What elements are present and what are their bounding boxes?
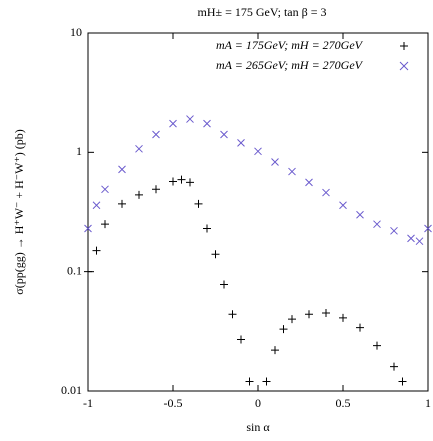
point xyxy=(279,325,288,334)
point xyxy=(398,377,407,386)
x-tick-label: 0.5 xyxy=(336,396,351,410)
x-axis-label: sin α xyxy=(246,420,270,434)
point xyxy=(373,220,381,229)
legend-marker xyxy=(399,61,409,71)
point xyxy=(118,165,126,174)
point xyxy=(339,313,347,322)
point xyxy=(390,226,398,235)
point xyxy=(92,201,101,210)
point xyxy=(424,224,432,233)
point xyxy=(186,115,194,123)
point xyxy=(84,224,92,233)
point xyxy=(135,190,143,199)
point xyxy=(356,323,364,332)
point xyxy=(228,310,237,319)
point xyxy=(220,280,228,289)
y-tick-label: 1 xyxy=(76,144,82,158)
point xyxy=(169,119,177,128)
point xyxy=(237,139,245,147)
legend-label: mA = 175GeV; mH = 270GeV xyxy=(216,38,364,52)
point xyxy=(152,130,160,139)
point xyxy=(356,210,364,219)
legend-marker xyxy=(400,42,408,50)
y-axis-label: σ(pp(gg) → H⁺W⁻ + H⁻W⁺) (pb) xyxy=(12,129,26,295)
point xyxy=(203,119,211,128)
point xyxy=(254,147,262,156)
point xyxy=(339,201,347,210)
point xyxy=(211,250,220,259)
y-tick-label: 10 xyxy=(70,25,82,39)
point xyxy=(92,246,101,255)
point xyxy=(135,144,143,153)
point xyxy=(288,315,296,324)
point xyxy=(288,167,296,176)
point xyxy=(305,178,313,187)
point xyxy=(262,377,271,386)
x-tick-label: -1 xyxy=(83,396,93,410)
x-tick-label: -0.5 xyxy=(164,396,183,410)
point xyxy=(118,199,126,208)
point xyxy=(101,185,109,194)
point xyxy=(390,362,398,371)
point xyxy=(322,309,330,318)
point xyxy=(373,341,381,350)
point xyxy=(220,130,228,139)
point xyxy=(245,377,254,386)
x-tick-label: 0 xyxy=(255,396,261,410)
point xyxy=(322,188,330,197)
point xyxy=(237,335,245,344)
point xyxy=(271,158,279,166)
point xyxy=(84,267,92,276)
y-tick-label: 0.1 xyxy=(67,263,82,277)
point xyxy=(186,178,194,187)
y-tick-label: 0.01 xyxy=(61,383,82,397)
point xyxy=(415,237,424,246)
chart-title: mH± = 175 GeV; tan β = 3 xyxy=(198,5,327,19)
point xyxy=(152,185,160,194)
legend-label: mA = 265GeV; mH = 270GeV xyxy=(216,58,364,72)
x-tick-label: 1 xyxy=(425,396,431,410)
point xyxy=(305,310,313,319)
point xyxy=(203,224,211,233)
point xyxy=(407,234,415,243)
point xyxy=(194,199,203,208)
point xyxy=(271,346,279,355)
plot-frame xyxy=(87,32,429,392)
point xyxy=(169,177,177,186)
point xyxy=(177,175,186,184)
point xyxy=(101,220,109,229)
